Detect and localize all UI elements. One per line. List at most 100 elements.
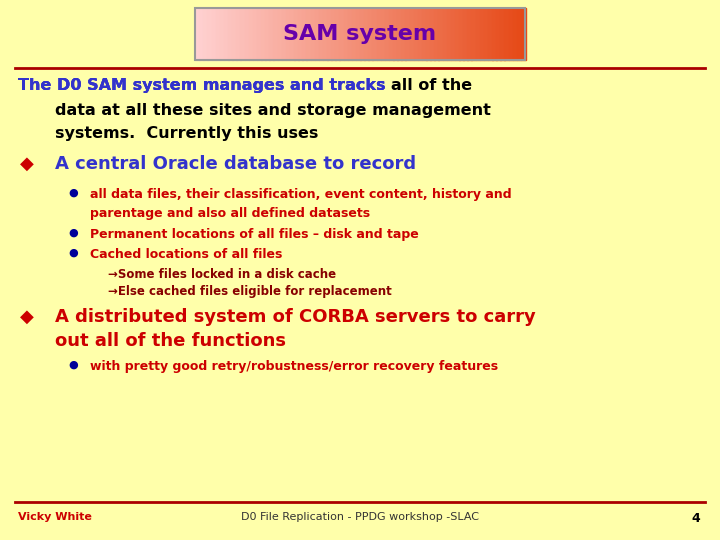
Bar xyxy=(397,8,402,60)
Bar xyxy=(368,8,373,60)
Bar xyxy=(339,8,344,60)
Bar xyxy=(331,8,336,60)
Text: Vicky White: Vicky White xyxy=(18,512,92,522)
Bar xyxy=(438,8,443,60)
Bar xyxy=(517,8,521,60)
Bar xyxy=(446,8,451,60)
Text: with pretty good retry/robustness/error recovery features: with pretty good retry/robustness/error … xyxy=(90,360,498,373)
Text: Cached locations of all files: Cached locations of all files xyxy=(90,248,282,261)
Bar xyxy=(521,8,526,60)
Bar xyxy=(426,8,431,60)
Text: all of the: all of the xyxy=(391,78,472,93)
Bar xyxy=(484,8,488,60)
Bar xyxy=(302,8,307,60)
Bar xyxy=(434,8,439,60)
Bar xyxy=(410,8,414,60)
Bar xyxy=(500,8,505,60)
Bar xyxy=(212,8,216,60)
Bar xyxy=(455,8,459,60)
Text: 4: 4 xyxy=(691,512,700,525)
Text: The D0 SAM system manages and tracks: The D0 SAM system manages and tracks xyxy=(18,78,391,93)
Bar xyxy=(372,8,377,60)
Bar xyxy=(277,8,282,60)
Bar xyxy=(199,8,204,60)
Bar xyxy=(401,8,406,60)
Text: ◆: ◆ xyxy=(20,308,34,326)
Bar xyxy=(384,8,390,60)
Bar xyxy=(290,8,294,60)
Bar xyxy=(294,8,299,60)
Bar xyxy=(381,8,385,60)
Text: ●: ● xyxy=(68,360,78,370)
Bar xyxy=(430,8,435,60)
Text: all data files, their classification, event content, history and: all data files, their classification, ev… xyxy=(90,188,512,201)
Bar xyxy=(269,8,274,60)
Text: data at all these sites and storage management: data at all these sites and storage mana… xyxy=(55,103,491,118)
Bar xyxy=(207,8,212,60)
Text: The D0 SAM system manages and tracks: The D0 SAM system manages and tracks xyxy=(18,78,391,93)
Bar xyxy=(356,8,361,60)
Bar xyxy=(389,8,394,60)
Bar xyxy=(496,8,500,60)
Bar xyxy=(228,8,233,60)
Bar xyxy=(236,8,241,60)
Bar xyxy=(451,8,455,60)
Bar xyxy=(319,8,323,60)
Bar xyxy=(215,8,220,60)
Bar xyxy=(323,8,328,60)
Bar xyxy=(377,8,381,60)
Bar xyxy=(422,8,426,60)
Bar xyxy=(480,8,485,60)
Text: ●: ● xyxy=(68,228,78,238)
Text: systems.  Currently this uses: systems. Currently this uses xyxy=(55,126,318,141)
Text: out all of the functions: out all of the functions xyxy=(55,332,286,350)
Bar xyxy=(418,8,423,60)
Bar xyxy=(195,8,525,60)
Bar xyxy=(240,8,245,60)
Bar xyxy=(336,8,340,60)
Bar xyxy=(463,8,468,60)
Bar xyxy=(352,8,356,60)
Text: ●: ● xyxy=(68,188,78,198)
Bar xyxy=(343,8,348,60)
Bar xyxy=(505,8,509,60)
Bar xyxy=(405,8,410,60)
Bar xyxy=(443,8,447,60)
Bar xyxy=(360,8,364,60)
Text: →Some files locked in a disk cache: →Some files locked in a disk cache xyxy=(108,268,336,281)
Text: SAM system: SAM system xyxy=(284,24,436,44)
Bar xyxy=(195,8,199,60)
Text: D0 File Replication - PPDG workshop -SLAC: D0 File Replication - PPDG workshop -SLA… xyxy=(241,512,479,522)
Bar xyxy=(253,8,257,60)
Bar xyxy=(508,8,513,60)
Bar xyxy=(298,8,302,60)
Bar xyxy=(393,8,397,60)
Bar xyxy=(274,8,278,60)
Bar xyxy=(413,8,418,60)
Bar xyxy=(467,8,472,60)
Bar xyxy=(488,8,492,60)
Bar xyxy=(248,8,253,60)
Bar xyxy=(327,8,332,60)
Bar xyxy=(315,8,319,60)
Bar xyxy=(261,8,266,60)
Bar xyxy=(348,8,352,60)
Text: A central Oracle database to record: A central Oracle database to record xyxy=(55,155,416,173)
Text: →Else cached files eligible for replacement: →Else cached files eligible for replacem… xyxy=(108,285,392,298)
Bar xyxy=(265,8,270,60)
Bar xyxy=(364,8,369,60)
Bar xyxy=(307,8,311,60)
Bar xyxy=(513,8,517,60)
Bar xyxy=(475,8,480,60)
Bar xyxy=(282,8,287,60)
Bar xyxy=(224,8,228,60)
Text: ●: ● xyxy=(68,248,78,258)
Bar xyxy=(310,8,315,60)
Bar xyxy=(220,8,225,60)
Text: ◆: ◆ xyxy=(20,155,34,173)
Bar xyxy=(286,8,290,60)
Bar xyxy=(459,8,464,60)
Bar xyxy=(203,8,208,60)
Bar xyxy=(492,8,497,60)
Bar xyxy=(472,8,476,60)
